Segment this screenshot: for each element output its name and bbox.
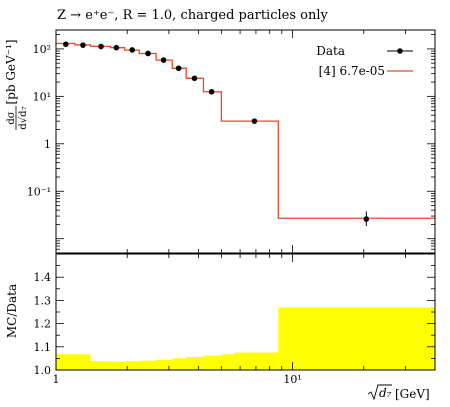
xlabel-unit: [GeV] bbox=[395, 387, 430, 401]
xlabel: d₇ [GeV] bbox=[367, 384, 430, 401]
data-point bbox=[145, 50, 151, 57]
ratio-band-bin bbox=[186, 357, 204, 370]
ratio-band-bin bbox=[124, 361, 140, 370]
ratio-band-bin bbox=[110, 361, 125, 370]
data-point bbox=[175, 65, 182, 72]
main-series bbox=[56, 41, 435, 227]
y-tick-label: 1 bbox=[44, 138, 51, 151]
data-point bbox=[62, 41, 69, 48]
y-tick-label: 10⁻¹ bbox=[27, 185, 51, 198]
ratio-panel: 1 10¹ 1.0 1.1 1.2 1.3 1.4 bbox=[34, 253, 436, 386]
main-frame bbox=[55, 29, 436, 254]
ratio-band-bin bbox=[234, 352, 279, 370]
legend-data-label: Data bbox=[316, 44, 345, 58]
data-point bbox=[129, 47, 136, 53]
mc-step-line bbox=[56, 42, 435, 219]
ratio-band-bin bbox=[203, 355, 222, 370]
x-tick-label: 1 bbox=[53, 373, 60, 386]
xlabel-sqrt-sign bbox=[367, 384, 392, 401]
main-panel: 10² 10¹ 1 10⁻¹ bbox=[27, 29, 436, 254]
xlabel-variable: d₇ bbox=[379, 386, 392, 400]
data-point bbox=[363, 216, 370, 222]
ylabel-denominator: d√d₇ bbox=[18, 106, 29, 129]
ratio-band-bin bbox=[221, 354, 235, 370]
ylabel-unit: [pb GeV⁻¹] bbox=[4, 39, 18, 104]
ratio-band-bin bbox=[172, 358, 187, 370]
legend: Data [4] 6.7e-05 bbox=[316, 44, 413, 78]
ratio-ylabel: MC/Data bbox=[5, 284, 19, 338]
data-point bbox=[208, 88, 215, 95]
chart-title: Z → e⁺e⁻, R = 1.0, charged particles onl… bbox=[57, 8, 328, 23]
ratio-y-tick-label: 1.1 bbox=[34, 341, 52, 354]
data-point bbox=[80, 42, 86, 48]
ratio-band-bin bbox=[56, 354, 91, 370]
data-point bbox=[113, 44, 120, 51]
ratio-band-bin bbox=[139, 360, 157, 370]
data-point bbox=[98, 43, 104, 50]
data-point bbox=[191, 75, 198, 82]
ratio-band-bin bbox=[156, 359, 173, 370]
x-tick-label: 10¹ bbox=[283, 373, 301, 386]
ratio-ticks: 1 10¹ 1.0 1.1 1.2 1.3 1.4 bbox=[34, 253, 436, 386]
ratio-band-bin bbox=[278, 307, 435, 370]
ratio-band-bin bbox=[90, 361, 111, 370]
ratio-y-tick-label: 1.2 bbox=[34, 318, 52, 331]
legend-data-marker bbox=[397, 48, 403, 54]
ratio-y-tick-label: 1.4 bbox=[34, 271, 52, 284]
main-ylabel: dσ d√d₇ [pb GeV⁻¹] bbox=[4, 39, 29, 130]
ratio-y-tick-label: 1.0 bbox=[34, 364, 52, 377]
ylabel-numerator: dσ bbox=[6, 111, 17, 124]
y-tick-label: 10¹ bbox=[33, 90, 51, 103]
main-ticks: 10² 10¹ 1 10⁻¹ bbox=[27, 30, 436, 254]
data-point bbox=[160, 57, 167, 63]
ratio-band bbox=[56, 307, 435, 370]
ratio-y-tick-label: 1.3 bbox=[34, 294, 52, 307]
y-tick-label: 10² bbox=[33, 43, 51, 56]
data-point bbox=[251, 118, 258, 124]
ratio-frame bbox=[55, 253, 436, 371]
legend-mc-label: [4] 6.7e-05 bbox=[319, 64, 385, 78]
